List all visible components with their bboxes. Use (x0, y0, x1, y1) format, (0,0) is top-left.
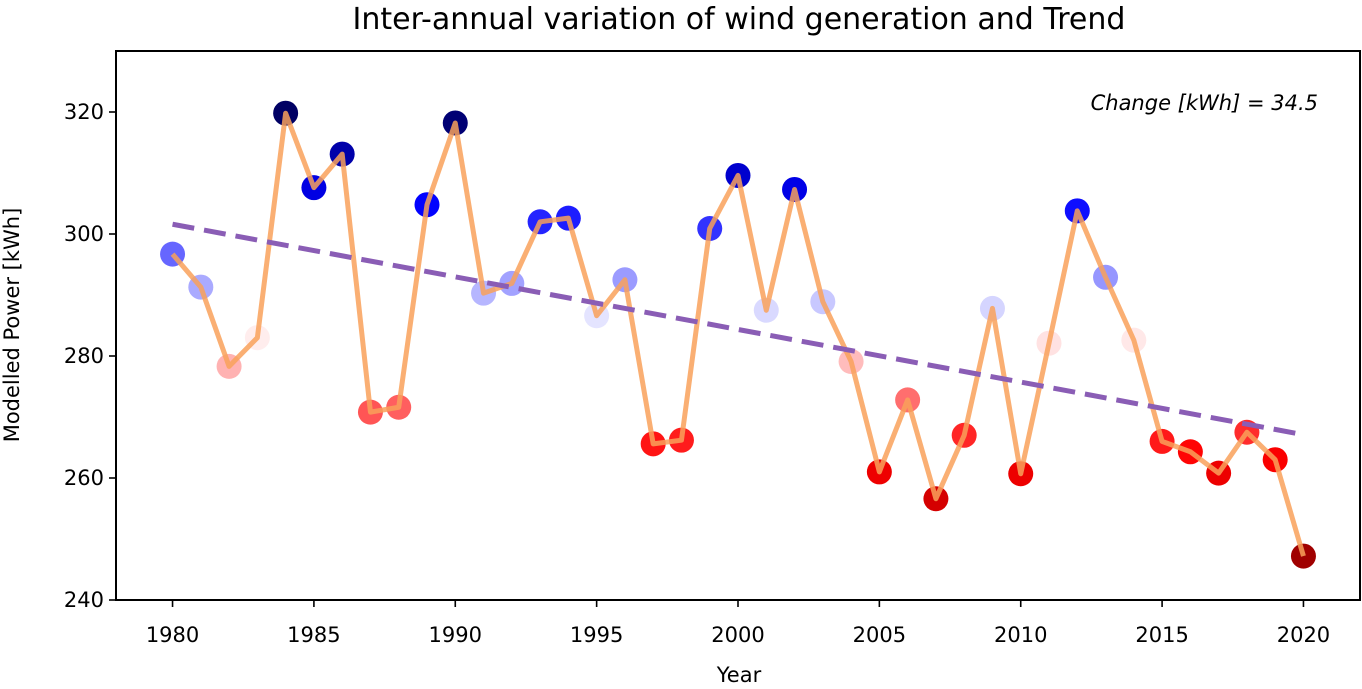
chart-title: Inter-annual variation of wind generatio… (353, 2, 1126, 37)
change-annotation: Change [kWh] = 34.5 (1091, 91, 1318, 115)
x-tick-label: 2010 (994, 623, 1047, 647)
x-tick-label: 2000 (711, 623, 764, 647)
series-line (170, 110, 1306, 557)
x-tick-label: 1995 (570, 623, 623, 647)
y-tick-label: 300 (64, 222, 104, 246)
x-tick-label: 1985 (287, 623, 340, 647)
y-axis-title: Modelled Power [kWh] (0, 208, 24, 443)
plot-area (160, 100, 1316, 569)
x-tick-label: 1990 (429, 623, 482, 647)
x-axis: 1980 1985 1990 1995 2000 2005 2010 2015 2020 (146, 600, 1330, 647)
y-tick-label: 260 (64, 466, 104, 490)
y-tick-label: 280 (64, 344, 104, 368)
y-tick-label: 320 (64, 100, 104, 124)
x-axis-title: Year (716, 663, 762, 687)
x-tick-label: 2015 (1135, 623, 1188, 647)
x-tick-label: 2005 (853, 623, 906, 647)
x-tick-label: 1980 (146, 623, 199, 647)
y-tick-label: 240 (64, 588, 104, 612)
x-tick-label: 2020 (1277, 623, 1330, 647)
y-axis: 240 260 280 300 320 (64, 100, 116, 612)
